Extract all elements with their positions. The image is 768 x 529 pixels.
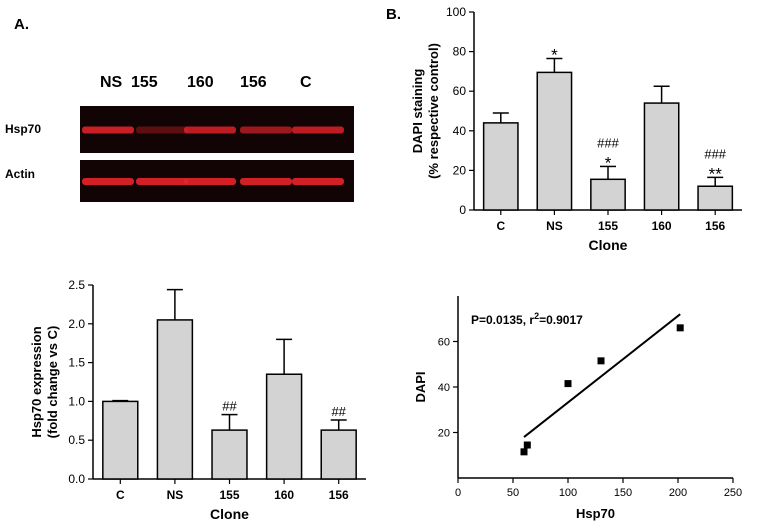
- x-tick-label: 50: [507, 487, 519, 499]
- significance-marker: *: [605, 153, 612, 172]
- hsp70-bar-chart: 0.0 0.5 1.0 1.5 2.0 2.5 C NS 155 ## 160 156 ## Clone H…: [29, 278, 366, 522]
- y-tick-label: 1.0: [68, 394, 85, 408]
- bar: [590, 178, 626, 211]
- bar: [697, 185, 734, 211]
- y-tick-label: 40: [438, 382, 450, 394]
- scatter-point: [523, 441, 531, 449]
- scatter-point: [597, 357, 605, 365]
- y-tick-label: 1.5: [68, 356, 85, 370]
- blot-band: [240, 126, 292, 134]
- blot-band: [240, 178, 292, 185]
- y-axis-label: DAPI: [413, 371, 428, 402]
- y-tick-label: 0.5: [68, 433, 85, 447]
- scatter-point: [676, 324, 684, 332]
- x-tick-label: 160: [274, 488, 294, 502]
- blot-lane-label: C: [300, 74, 312, 91]
- bar: [211, 429, 248, 480]
- y-tick-label: 0.0: [68, 472, 85, 486]
- bar: [265, 373, 303, 480]
- blot-band: [184, 178, 236, 185]
- x-tick-label: 155: [598, 219, 618, 233]
- y-tick-label: 60: [438, 337, 450, 349]
- x-tick-label: NS: [167, 488, 184, 502]
- blot-row-label-actin: Actin: [5, 167, 35, 181]
- y-tick-label: 2.0: [68, 317, 85, 331]
- blot-band: [292, 126, 344, 134]
- bar: [536, 71, 573, 211]
- significance-marker: *: [551, 46, 558, 65]
- x-tick-label: C: [116, 488, 125, 502]
- significance-marker: **: [709, 164, 723, 183]
- y-tick-label: 20: [453, 163, 467, 177]
- blot-band: [184, 126, 236, 134]
- blot-strip-actin: [80, 160, 354, 202]
- scatter-point: [564, 380, 572, 388]
- y-axis-label: Hsp70 expression: [29, 326, 44, 437]
- regression-line: [523, 313, 681, 438]
- bar: [156, 319, 194, 480]
- panel-b-label: B.: [386, 6, 401, 23]
- y-axis-label: DAPI staining: [410, 69, 425, 154]
- y-axis-label: (fold change vs C): [45, 326, 60, 439]
- scatter-point: [520, 448, 528, 456]
- x-tick-label: 150: [614, 487, 632, 499]
- x-tick-label: 0: [455, 487, 461, 499]
- y-tick-label: 100: [446, 5, 466, 19]
- blot-band: [82, 126, 134, 134]
- scatter-chart: 0 50 100 150 200 250 20 40 60 P=0.0135, r2=0.9017…: [413, 296, 742, 521]
- significance-marker: ###: [597, 135, 619, 150]
- x-tick-label: 156: [329, 488, 349, 502]
- bar: [320, 429, 357, 480]
- x-tick-label: 156: [705, 219, 725, 233]
- blot-band: [292, 178, 344, 185]
- blot-strip-hsp70: [80, 106, 354, 153]
- blot-lane-label: 160: [187, 74, 214, 91]
- y-axis-label: (% respective control): [426, 43, 441, 179]
- x-axis-label: Hsp70: [576, 506, 615, 521]
- blot-lane-label: 156: [240, 74, 267, 91]
- blot-row-label-hsp70: Hsp70: [5, 122, 42, 136]
- significance-marker: ##: [222, 399, 237, 414]
- x-tick-label: NS: [546, 219, 563, 233]
- blot-band: [136, 178, 188, 185]
- bar: [643, 102, 680, 211]
- dapi-bar-chart: 0 20 40 60 80 100 C NS * 155 ### * 160 156 ### ** Clone D…: [410, 5, 742, 253]
- y-tick-label: 20: [438, 428, 450, 440]
- blot-lane-label: 155: [131, 74, 158, 91]
- y-tick-label: 60: [453, 84, 467, 98]
- x-tick-label: 160: [652, 219, 672, 233]
- x-tick-label: C: [496, 219, 505, 233]
- blot-band: [82, 178, 134, 185]
- bar: [482, 122, 519, 211]
- x-tick-label: 100: [559, 487, 577, 499]
- y-tick-label: 0: [459, 203, 466, 217]
- x-tick-label: 200: [669, 487, 687, 499]
- x-axis-label: Clone: [589, 237, 628, 253]
- y-tick-label: 80: [453, 45, 467, 59]
- y-tick-label: 40: [453, 124, 467, 138]
- y-tick-label: 2.5: [68, 278, 85, 292]
- significance-marker: ###: [704, 146, 726, 161]
- x-tick-label: 155: [219, 488, 239, 502]
- blot-band: [136, 126, 188, 134]
- x-axis-label: Clone: [210, 506, 249, 522]
- panel-a-label: A.: [14, 16, 29, 33]
- blot-lane-label: NS: [100, 74, 123, 91]
- x-tick-label: 250: [724, 487, 742, 499]
- bar: [102, 400, 139, 480]
- significance-marker: ##: [331, 404, 346, 419]
- regression-annotation: P=0.0135, r2=0.9017: [471, 311, 583, 327]
